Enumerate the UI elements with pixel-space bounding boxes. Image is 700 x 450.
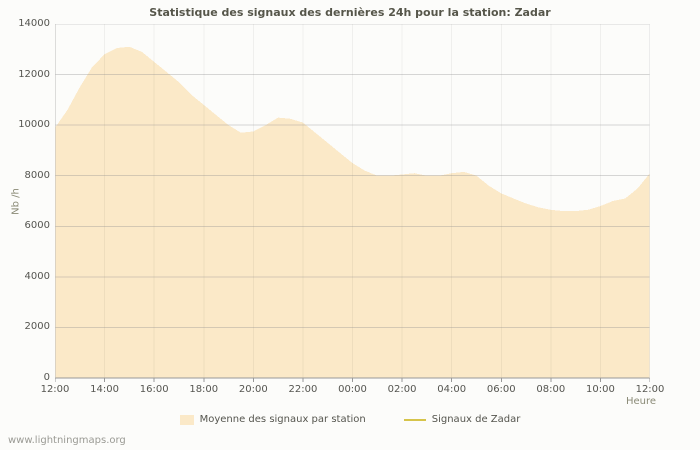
y-tick-label: 4000 xyxy=(24,270,50,282)
line-legend-swatch xyxy=(403,418,426,421)
x-tick-label: 16:00 xyxy=(139,384,169,395)
y-tick-label: 10000 xyxy=(18,119,50,131)
x-tick-label: 02:00 xyxy=(387,384,417,395)
y-tick-label: 6000 xyxy=(24,220,50,232)
area-legend-swatch xyxy=(179,414,194,425)
y-tick-label: 8000 xyxy=(24,169,50,181)
chart-title: Statistique des signaux des dernières 24… xyxy=(149,6,551,19)
x-tick-label: 08:00 xyxy=(536,384,566,395)
x-tick-label: 04:00 xyxy=(437,384,467,395)
x-tick-label: 12:00 xyxy=(40,384,70,395)
x-tick-label: 10:00 xyxy=(585,384,615,395)
x-tick-label: 12:00 xyxy=(635,384,665,395)
x-tick-label: 18:00 xyxy=(189,384,219,395)
x-tick-label: 00:00 xyxy=(338,384,367,395)
watermark: www.lightningmaps.org xyxy=(8,435,126,446)
x-tick-label: 22:00 xyxy=(288,384,318,395)
x-tick-label: 06:00 xyxy=(486,384,516,395)
y-tick-label: 12000 xyxy=(18,68,50,80)
chart-plot-area xyxy=(55,24,650,382)
y-tick-label: 0 xyxy=(43,372,50,383)
x-tick-label: 20:00 xyxy=(238,384,268,395)
x-tick-label: 14:00 xyxy=(90,384,119,395)
chart-legend: Moyenne des signaux par station Signaux … xyxy=(0,414,700,425)
y-tick-label: 14000 xyxy=(18,18,50,29)
legend-label-moyenne: Moyenne des signaux par station xyxy=(199,414,366,425)
legend-item-moyenne: Moyenne des signaux par station xyxy=(179,414,366,425)
legend-item-zadar: Signaux de Zadar xyxy=(403,414,521,425)
y-tick-label: 2000 xyxy=(24,321,50,333)
x-axis-label: Heure xyxy=(625,396,656,407)
legend-label-zadar: Signaux de Zadar xyxy=(431,414,521,425)
